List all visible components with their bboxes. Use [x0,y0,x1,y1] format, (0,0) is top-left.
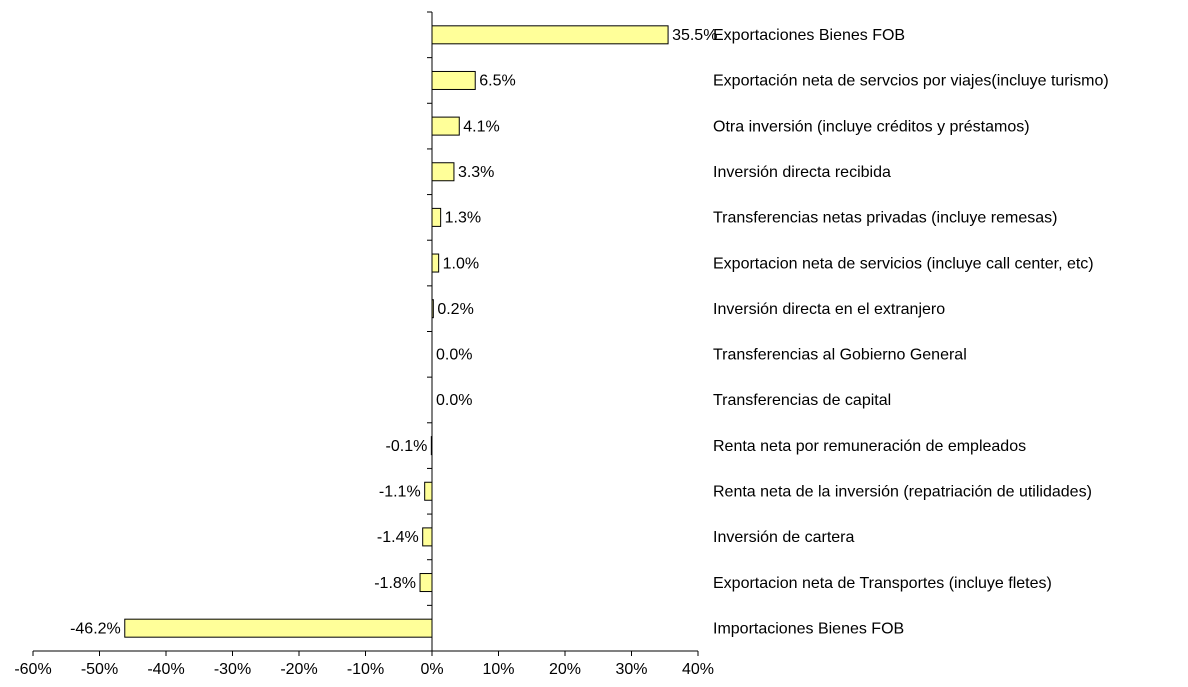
x-tick-label: 10% [482,661,514,678]
category-label: Inversión de cartera [713,529,855,546]
x-tick-label: -50% [81,661,118,678]
value-label: 1.0% [443,255,479,272]
category-label: Transferencias al Gobierno General [713,347,967,364]
bar [419,573,433,593]
x-tick-label: -10% [347,661,384,678]
value-label: -1.1% [379,483,421,500]
value-label: -1.4% [377,529,419,546]
category-label: Importaciones Bienes FOB [713,620,904,637]
category-label: Renta neta por remuneración de empleados [713,438,1026,455]
bar [431,70,476,90]
value-label: 1.3% [445,210,481,227]
bar [431,162,455,182]
value-label: 0.2% [437,301,473,318]
value-label: -1.8% [374,575,416,592]
category-label: Inversión directa en el extranjero [713,301,945,318]
value-label: 0.0% [436,392,472,409]
category-label: Exportación neta de servcios por viajes(… [713,73,1109,90]
category-label: Exportacion neta de servicios (incluye c… [713,255,1094,272]
category-label: Exportaciones Bienes FOB [713,27,905,44]
x-tick-label: 40% [682,661,714,678]
bar [431,253,440,273]
x-tick-label: -60% [14,661,51,678]
x-tick-label: 20% [549,661,581,678]
x-tick-label: -40% [147,661,184,678]
value-label: 4.1% [463,118,499,135]
bar [424,481,433,501]
bar [431,207,442,227]
category-label: Transferencias de capital [713,392,891,409]
bar [124,618,433,638]
value-label: -46.2% [70,620,121,637]
category-label: Inversión directa recibida [713,164,891,181]
value-label: 35.5% [672,27,717,44]
value-label: 0.0% [436,347,472,364]
bar [422,527,433,547]
value-label: 6.5% [479,73,515,90]
category-label: Renta neta de la inversión (repatriación… [713,483,1092,500]
x-tick-label: -30% [214,661,251,678]
x-tick-label: 30% [615,661,647,678]
bar [431,299,434,319]
bar [431,116,460,136]
x-tick-label: -20% [280,661,317,678]
bar [430,436,433,456]
value-label: -0.1% [386,438,428,455]
category-label: Exportacion neta de Transportes (incluye… [713,575,1052,592]
x-tick-label: 0% [420,661,443,678]
category-label: Transferencias netas privadas (incluye r… [713,210,1057,227]
category-label: Otra inversión (incluye créditos y prést… [713,118,1030,135]
value-label: 3.3% [458,164,494,181]
bar [431,25,669,45]
